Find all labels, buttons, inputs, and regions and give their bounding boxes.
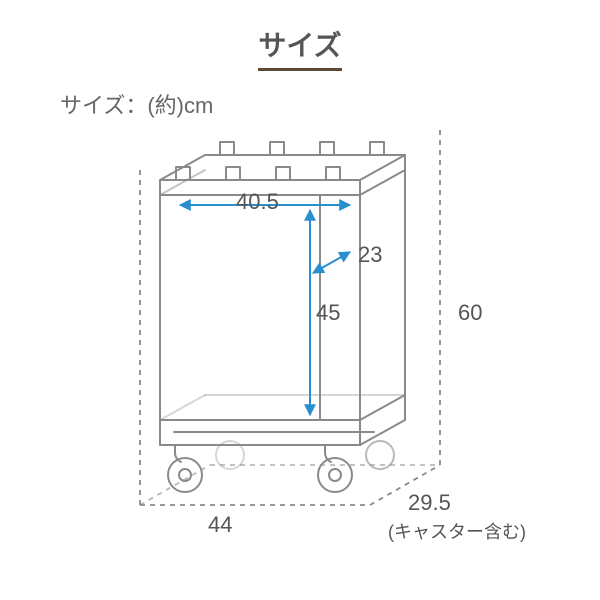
dim-inner-width: 40.5 bbox=[236, 189, 279, 215]
dim-inner-height: 45 bbox=[316, 300, 340, 326]
size-diagram bbox=[0, 0, 600, 600]
dim-total-depth: 29.5 bbox=[408, 490, 451, 516]
dim-total-height: 60 bbox=[458, 300, 482, 326]
dim-total-width: 44 bbox=[208, 512, 232, 538]
dim-inner-depth: 23 bbox=[358, 242, 382, 268]
caster-note: (キャスター含む) bbox=[388, 518, 526, 544]
